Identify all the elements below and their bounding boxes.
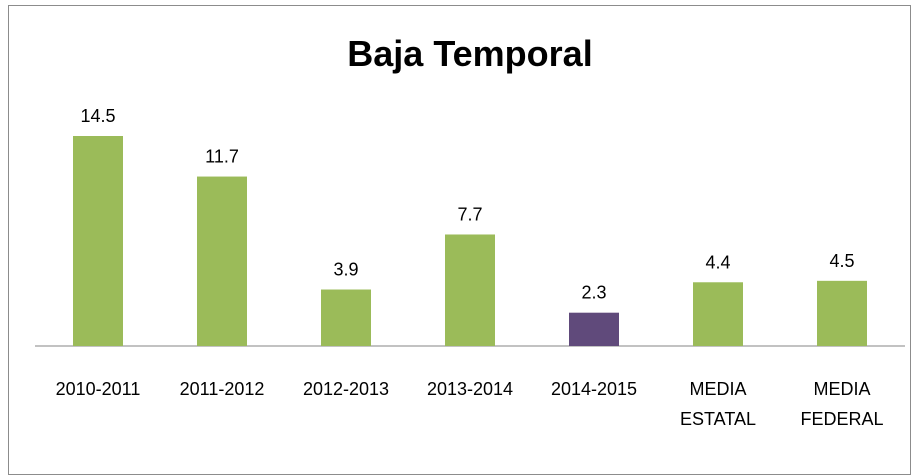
data-label: 11.7 bbox=[205, 147, 239, 167]
bar bbox=[817, 280, 867, 346]
x-tick-label: 2014-2015 bbox=[550, 379, 638, 399]
data-label: 3.9 bbox=[333, 260, 358, 280]
bar bbox=[693, 282, 743, 346]
data-label: 4.5 bbox=[829, 251, 854, 271]
bar bbox=[197, 176, 247, 346]
bar bbox=[569, 312, 619, 346]
data-label: 4.4 bbox=[705, 252, 730, 272]
x-tick-label: 2010-2011 bbox=[55, 379, 141, 399]
x-tick-label: 2013-2014 bbox=[426, 379, 514, 399]
x-tick-label: MEDIA ESTATAL bbox=[679, 379, 757, 429]
x-tick-label: 2012-2013 bbox=[302, 379, 390, 399]
bar bbox=[445, 234, 495, 346]
bar bbox=[73, 136, 123, 346]
chart: Baja Temporal 14.5 11.7 3.9 7.7 2.3 4.4 4.5 bbox=[35, 33, 905, 347]
x-tick-label: MEDIA FEDERAL bbox=[800, 379, 884, 429]
x-tick-label: 2011-2012 bbox=[179, 379, 265, 399]
chart-title: Baja Temporal bbox=[347, 33, 592, 74]
data-label: 2.3 bbox=[581, 283, 606, 303]
data-label: 7.7 bbox=[457, 204, 482, 224]
bar bbox=[321, 289, 371, 346]
data-label: 14.5 bbox=[80, 106, 115, 126]
